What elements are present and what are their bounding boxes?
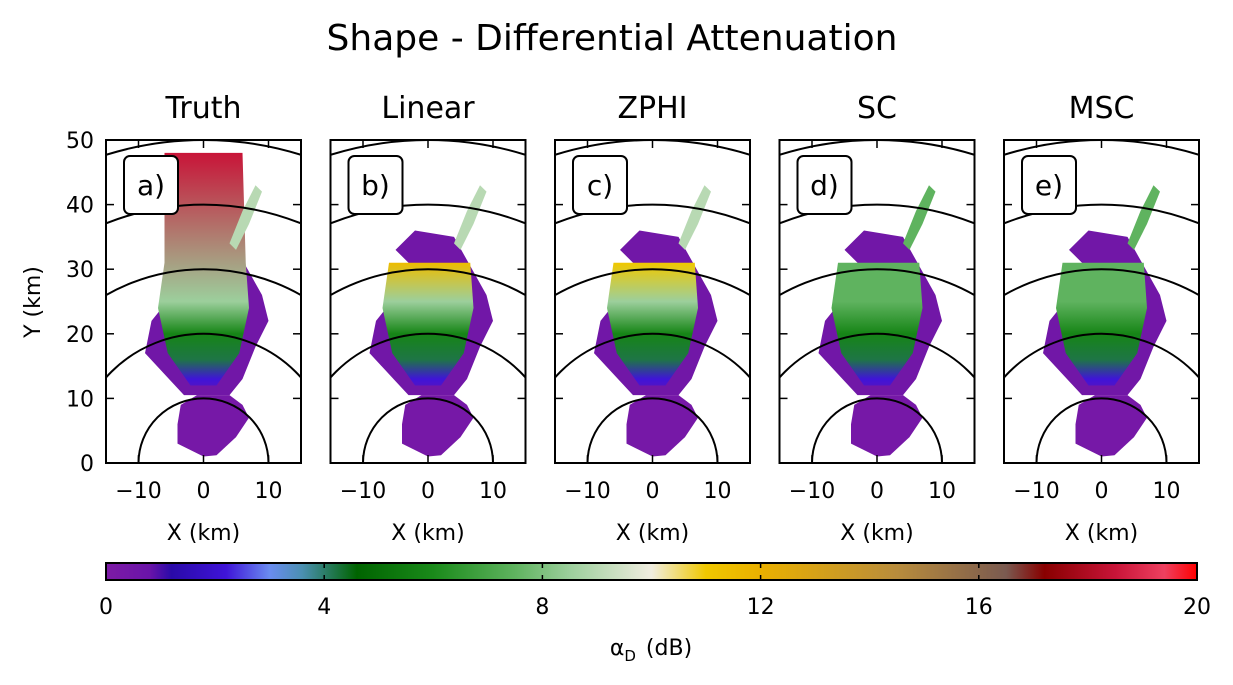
range-ring xyxy=(555,332,750,380)
colorbar-tick-label: 16 xyxy=(965,595,993,620)
x-axis-label: X (km) xyxy=(1065,521,1138,546)
x-tick-label: 10 xyxy=(255,479,283,504)
y-tick-label: 50 xyxy=(66,129,94,154)
x-tick-label: 0 xyxy=(870,479,884,504)
y-tick-label: 10 xyxy=(66,387,94,412)
range-ring xyxy=(1004,268,1199,297)
panel-label: a) xyxy=(137,169,165,202)
x-tick-label: 10 xyxy=(1153,479,1181,504)
panel-title: MSC xyxy=(1069,91,1135,126)
panel-label: e) xyxy=(1035,169,1063,202)
x-tick-label: −10 xyxy=(789,479,835,504)
panel-label: b) xyxy=(361,169,390,202)
colorbar-tick-label: 8 xyxy=(535,595,549,620)
colorbar-label: αD (dB) xyxy=(610,636,692,665)
ne-cell xyxy=(229,185,262,250)
panel-title: Linear xyxy=(381,91,475,126)
x-axis-label: X (km) xyxy=(167,521,240,546)
range-ring xyxy=(106,332,301,380)
x-tick-label: −10 xyxy=(115,479,161,504)
x-tick-label: 0 xyxy=(197,479,211,504)
range-ring xyxy=(1004,332,1199,380)
colorbar-tick-label: 20 xyxy=(1183,595,1211,620)
colorbar-gradient xyxy=(105,562,1198,581)
panel-label-box xyxy=(123,155,179,215)
panel-label-box xyxy=(347,155,404,215)
range-ring xyxy=(1035,397,1168,463)
range-ring xyxy=(555,268,750,297)
panel-title: ZPHI xyxy=(617,91,687,126)
panel-label-box xyxy=(572,155,628,215)
figure-title: Shape - Differential Attenuation xyxy=(327,18,898,59)
range-ring xyxy=(106,203,301,225)
x-tick-label: 10 xyxy=(928,479,956,504)
y-tick-label: 40 xyxy=(66,194,94,219)
y-tick-label: 0 xyxy=(80,452,94,477)
ne-cell xyxy=(454,185,487,250)
low-echo xyxy=(402,395,474,457)
ne-cell xyxy=(1127,185,1160,250)
x-axis-label: X (km) xyxy=(840,521,913,546)
range-ring xyxy=(106,268,301,297)
colorbar-tick-label: 4 xyxy=(317,595,331,620)
echo-core xyxy=(1056,262,1147,386)
x-axis-label: X (km) xyxy=(391,521,464,546)
range-ring xyxy=(362,397,494,463)
panel-label: c) xyxy=(587,169,613,202)
range-ring xyxy=(330,268,526,297)
x-tick-label: 0 xyxy=(1095,479,1109,504)
ne-cell xyxy=(678,185,711,250)
echo-field xyxy=(330,140,526,463)
range-ring xyxy=(811,397,943,463)
colorbar-tick-label: 12 xyxy=(747,595,775,620)
x-tick-label: −10 xyxy=(564,479,610,504)
range-ring xyxy=(330,203,526,225)
x-tick-label: 0 xyxy=(421,479,435,504)
panel-label-box xyxy=(796,155,853,215)
echo-core xyxy=(831,262,923,386)
x-tick-label: −10 xyxy=(1013,479,1059,504)
echo-core xyxy=(382,262,474,386)
y-tick-label: 20 xyxy=(66,323,94,348)
low-echo xyxy=(177,395,249,457)
echo-core xyxy=(607,262,698,386)
y-axis-label: Y (km) xyxy=(21,266,46,339)
panel-sc: d) SC −10 0 10 X (km) xyxy=(778,91,976,546)
colorbar-tick-label: 0 xyxy=(99,595,113,620)
x-tick-label: −10 xyxy=(340,479,386,504)
echo-field xyxy=(106,140,301,463)
colorbar: 0 4 8 12 16 20 αD (dB) xyxy=(99,562,1211,665)
range-ring xyxy=(779,332,975,380)
panel-title: Truth xyxy=(164,91,241,126)
low-echo xyxy=(626,395,698,457)
panel-truth: a) Truth −10 0 10 X (km) 0 10 20 30 40 50 xyxy=(66,91,302,546)
low-echo xyxy=(1075,395,1147,457)
panel-label-box xyxy=(1021,155,1077,215)
range-ring xyxy=(779,268,975,297)
x-tick-label: 10 xyxy=(704,479,732,504)
range-ring xyxy=(779,203,975,225)
echo-field xyxy=(1004,140,1199,463)
range-ring xyxy=(555,203,750,225)
panels: a) Truth −10 0 10 X (km) 0 10 20 30 40 50 b) Linear −1… xyxy=(66,91,1200,546)
panel-title: SC xyxy=(857,91,897,126)
x-tick-label: 10 xyxy=(479,479,507,504)
low-echo xyxy=(851,395,923,457)
panel-zphi: c) ZPHI −10 0 10 X (km) xyxy=(554,91,751,546)
y-tick-label: 30 xyxy=(66,258,94,283)
range-ring xyxy=(330,332,526,380)
echo-field xyxy=(779,140,975,463)
x-tick-label: 0 xyxy=(646,479,660,504)
echo-field xyxy=(555,140,750,463)
range-ring xyxy=(586,397,719,463)
range-ring xyxy=(1004,203,1199,225)
panel-msc: e) MSC −10 0 10 X (km) xyxy=(1003,91,1200,546)
x-axis-label: X (km) xyxy=(616,521,689,546)
panel-label: d) xyxy=(810,169,839,202)
ne-cell xyxy=(903,185,936,250)
range-ring xyxy=(137,397,270,463)
panel-linear: b) Linear −10 0 10 X (km) xyxy=(329,91,527,546)
